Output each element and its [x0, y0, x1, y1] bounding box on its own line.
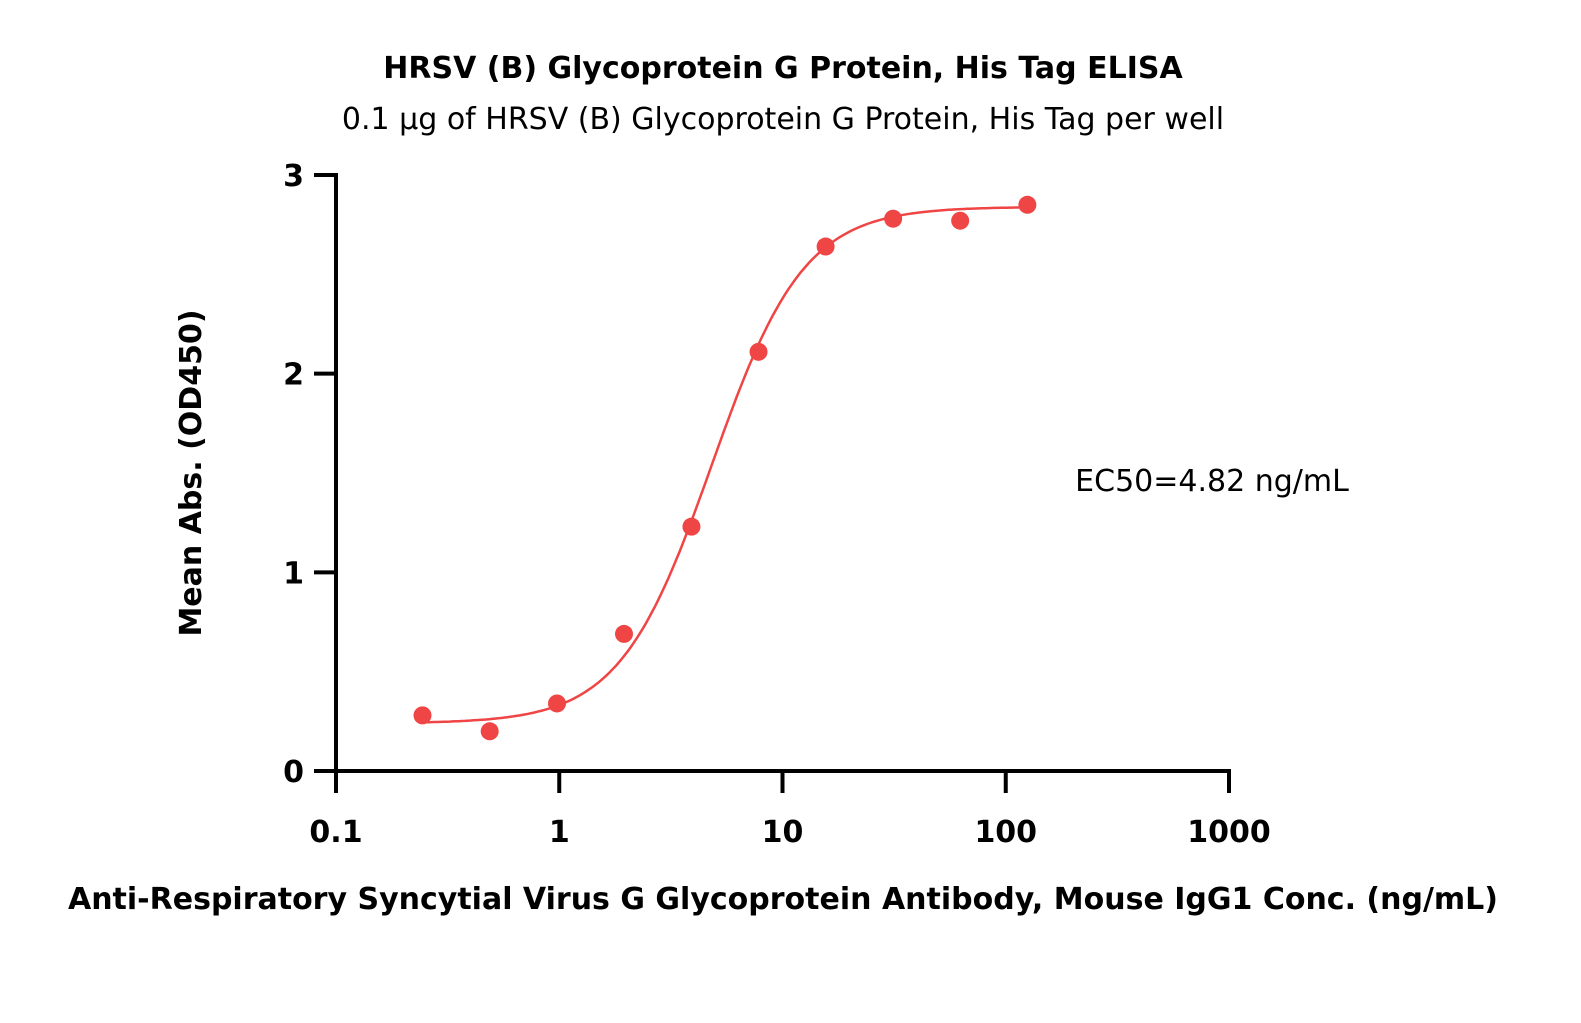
data-point [1018, 195, 1037, 214]
data-point [951, 211, 970, 230]
fit-curve [422, 206, 1028, 724]
y-axis-label: Mean Abs. (OD450) [174, 309, 209, 636]
data-point [615, 624, 634, 643]
data-point [816, 237, 835, 256]
y-tick-label: 2 [283, 358, 304, 393]
data-point [884, 209, 903, 228]
y-tick-label: 1 [283, 556, 304, 591]
data-points-layer [413, 195, 1037, 741]
x-tick-label: 0.1 [309, 815, 362, 850]
fit-curve-layer [422, 206, 1028, 724]
axes: 0 1 2 3 0.1 1 10 100 1000 [283, 159, 1271, 850]
chart-subtitle: 0.1 μg of HRSV (B) Glycoprotein G Protei… [342, 102, 1224, 137]
data-point [413, 706, 432, 725]
x-tick-label: 1 [549, 815, 570, 850]
y-tick-label: 0 [283, 755, 304, 790]
chart-title: HRSV (B) Glycoprotein G Protein, His Tag… [383, 51, 1183, 86]
data-point [547, 694, 566, 713]
ec50-annotation: EC50=4.82 ng/mL [1075, 464, 1349, 499]
data-point [682, 517, 701, 536]
data-point [480, 722, 499, 741]
x-tick-label: 10 [762, 815, 804, 850]
x-tick-label: 100 [974, 815, 1037, 850]
data-point [749, 342, 768, 361]
y-tick-label: 3 [283, 159, 304, 194]
x-axis-label: Anti-Respiratory Syncytial Virus G Glyco… [68, 882, 1498, 917]
x-tick-label: 1000 [1187, 815, 1271, 850]
